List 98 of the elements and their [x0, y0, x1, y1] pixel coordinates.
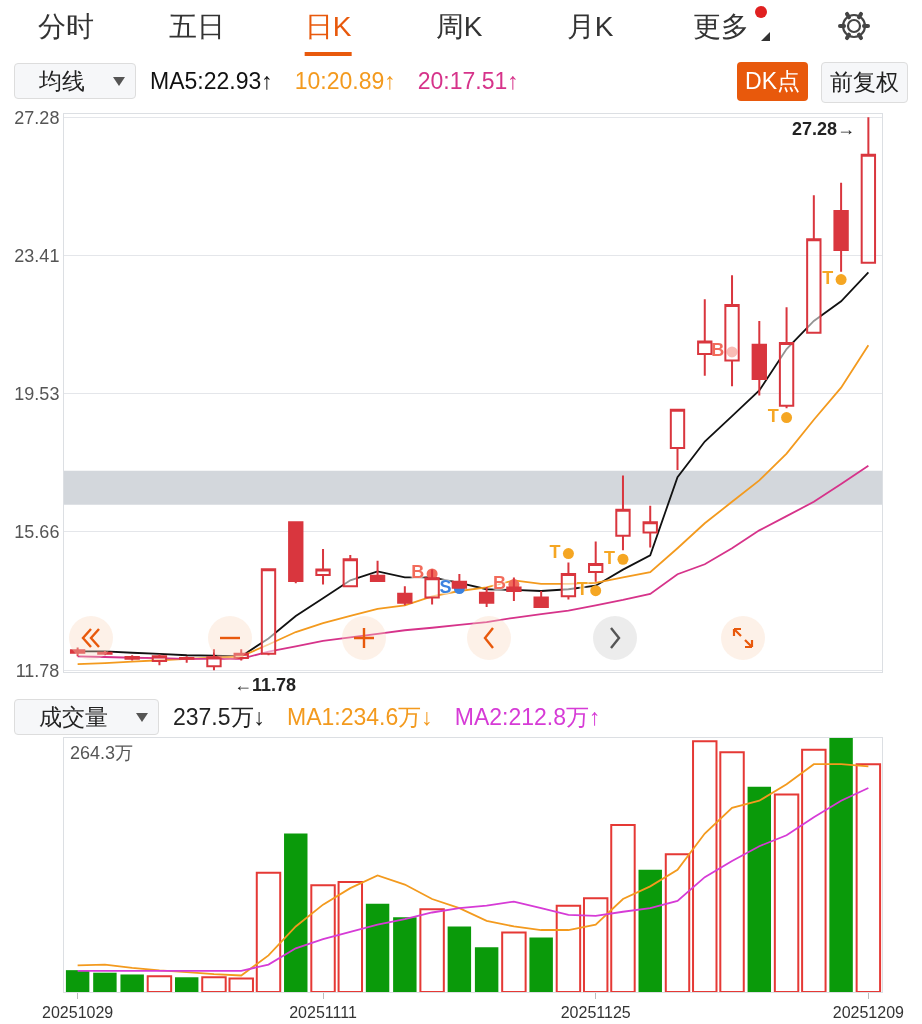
x-tick-label: 20251125	[560, 1004, 631, 1022]
y-tick-label: 11.78	[15, 660, 60, 681]
bar	[501, 931, 527, 992]
bar	[855, 763, 882, 992]
text: 20:17.51↑	[417, 67, 519, 95]
dropdown: 均线	[14, 63, 136, 99]
candlestick	[642, 504, 658, 549]
text: 分时	[38, 10, 94, 44]
text: 周K	[435, 10, 483, 44]
dropdown: 成交量	[14, 699, 159, 735]
bar	[419, 908, 445, 992]
y-tick-label: 23.41	[14, 245, 60, 266]
bar	[719, 751, 745, 992]
data-label: T	[767, 406, 779, 427]
text: 月K	[566, 10, 614, 44]
text: ←11.78	[234, 675, 297, 695]
bar	[638, 869, 662, 992]
line-series	[76, 344, 870, 666]
candlestick	[669, 408, 686, 472]
data-label: T	[822, 268, 834, 289]
point	[835, 274, 847, 286]
annotation: 264.3万	[70, 743, 134, 763]
chart-title: 均线	[39, 66, 85, 96]
text: 日K	[304, 8, 352, 56]
bar	[120, 974, 144, 992]
y-tick-label: 27.28	[14, 107, 60, 128]
candlestick	[560, 561, 577, 601]
x-tick-label: 20251209	[832, 1004, 905, 1022]
candlestick	[397, 585, 413, 607]
text: 10:20.89↑	[294, 67, 396, 95]
bar	[447, 926, 472, 992]
bar	[664, 853, 691, 992]
candlestick	[833, 181, 849, 273]
candlestick	[424, 568, 440, 606]
bar	[393, 917, 417, 992]
text: MA5:22.93↑	[150, 67, 273, 95]
y-tick-label: 19.53	[14, 384, 60, 405]
point	[617, 553, 629, 565]
bar	[228, 977, 254, 992]
candlestick	[369, 559, 386, 584]
data-label: T	[604, 547, 616, 568]
point	[726, 346, 738, 358]
candlestick	[724, 274, 740, 388]
chart-title: 成交量	[39, 702, 108, 732]
bar	[201, 976, 227, 992]
x-tick-label: 20251111	[289, 1004, 357, 1022]
bar	[474, 947, 499, 992]
annotation: 27.28→	[792, 119, 856, 139]
candlestick	[69, 646, 86, 658]
bar	[365, 903, 390, 992]
candlestick	[588, 540, 604, 583]
y-tick-label: 15.66	[14, 522, 60, 543]
candlestick	[342, 553, 358, 588]
candlestick	[124, 654, 140, 662]
text: 五日	[169, 10, 225, 44]
bar	[174, 977, 199, 992]
line-series	[76, 464, 870, 660]
bar	[692, 740, 718, 992]
bar	[555, 904, 582, 992]
candlestick	[778, 306, 795, 410]
bar	[529, 937, 553, 992]
bar	[801, 748, 827, 992]
text: MA2:212.8万↑	[454, 702, 601, 732]
data-label: S	[439, 577, 452, 598]
candlestick	[860, 116, 877, 264]
point	[562, 548, 574, 560]
candlestick	[806, 194, 822, 334]
candlestick	[615, 474, 631, 552]
candlestick	[288, 520, 304, 585]
candlestick	[751, 319, 767, 397]
bar	[829, 738, 853, 992]
bar	[93, 972, 117, 992]
candlestick	[179, 655, 195, 664]
x-tick-label: 20251029	[42, 1004, 114, 1022]
candlestick	[697, 298, 713, 377]
bar	[310, 884, 336, 992]
bar	[337, 881, 364, 992]
text: 237.5万↓	[173, 702, 266, 732]
bar	[65, 970, 90, 992]
candlestick	[478, 586, 495, 609]
button: DK点	[737, 62, 808, 101]
candlestick	[260, 568, 277, 657]
text: 更多	[693, 10, 749, 44]
candlestick	[151, 653, 168, 667]
bar	[747, 786, 772, 992]
text: MA1:234.6万↓	[287, 702, 433, 732]
bar	[582, 897, 609, 992]
candlestick	[315, 547, 331, 586]
bar	[610, 824, 636, 992]
bar	[284, 833, 308, 992]
bar	[146, 975, 173, 992]
bar	[255, 871, 282, 992]
data-label: T	[549, 542, 561, 563]
point	[781, 412, 793, 424]
candlestick	[533, 590, 549, 609]
bar	[773, 793, 800, 992]
button: 前复权	[821, 62, 908, 103]
point	[590, 585, 602, 597]
